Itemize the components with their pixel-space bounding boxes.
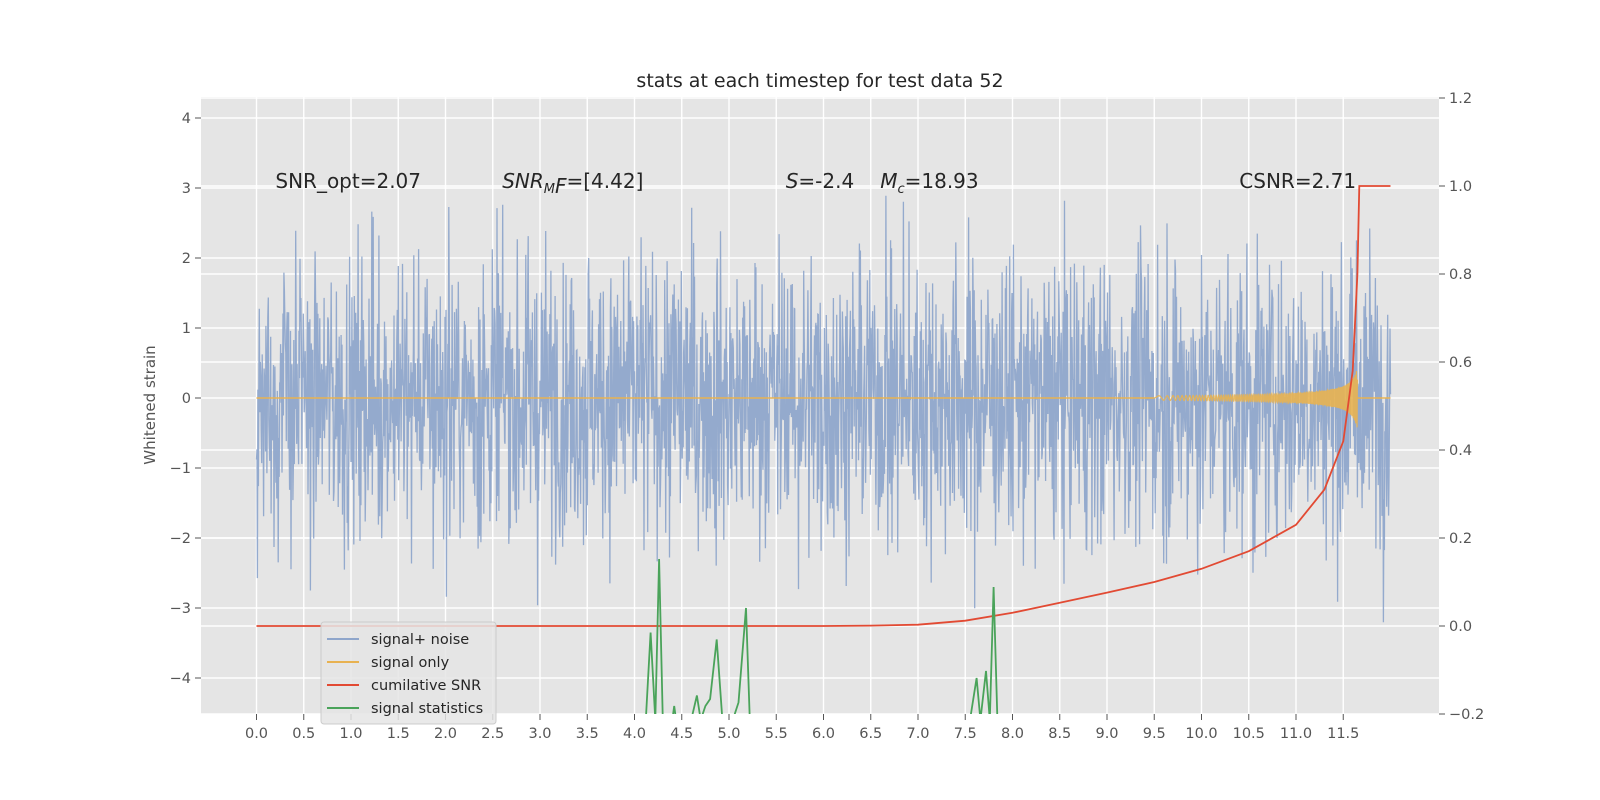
x-tick-label: 5.0 [717,726,740,742]
y2-tick-label: 0.8 [1449,267,1472,283]
series-cumulative-snr [256,185,1391,627]
y-tick-label: −2 [170,531,191,547]
x-tick-label: 11.0 [1280,726,1312,742]
x-tick-label: 7.0 [906,726,929,742]
x-tick-label: 10.5 [1233,726,1265,742]
series-layer [255,185,1392,714]
annotations: SNR_opt=2.07 SNRMF=[4.42] S=-2.4 Mc=18.93 CS… [275,169,1356,198]
x-tick-label: 8.0 [1001,726,1024,742]
series-signal-noise [255,195,1392,623]
y2-tick-label: 1.0 [1449,179,1472,195]
x-tick-label: 9.0 [1095,726,1118,742]
x-tick-label: 0.5 [292,726,315,742]
axes: 4 3 2 1 0 −1 −2 −3 −4 1.2 1.0 0.8 0.6 0.4 0.2 0.0 −0.2 0.… [170,91,1485,742]
y2-tick-label: 1.2 [1449,91,1472,107]
y-axis-label: Whitened strain [141,345,159,464]
x-tick-label: 4.0 [623,726,646,742]
legend-box [320,621,497,725]
x-tick-label: 8.5 [1048,726,1071,742]
x-tick-label: 10.0 [1185,726,1217,742]
annotation: Mc=18.93 [880,169,978,197]
x-tick-label: 6.5 [859,726,882,742]
chart-title: stats at each timestep for test data 52 [636,70,1003,92]
legend-label: signal only [371,655,450,671]
legend: signal+ noise signal only cumilative SNR si… [320,621,497,725]
x-tick-label: 1.0 [339,726,362,742]
x-tick-label: 3.5 [576,726,599,742]
y-tick-label: 0 [182,391,191,407]
legend-label: cumilative SNR [371,678,481,694]
series-signal-only [1154,371,1358,428]
annotation: CSNR=2.71 [1239,169,1356,193]
series-signal-statistics [733,607,751,714]
y-tick-label: 4 [182,111,191,127]
x-tick-label: 4.5 [670,726,693,742]
y2-tick-label: 0.0 [1449,619,1472,635]
y-tick-label: −1 [170,461,191,477]
series-signal-statistics [691,639,723,714]
x-tick-label: 9.5 [1143,726,1166,742]
x-tick-label: 5.5 [765,726,788,742]
y-tick-label: 1 [182,321,191,337]
x-tick-label: 6.0 [812,726,835,742]
y2-tick-label: 0.4 [1449,443,1472,459]
series-signal-statistics [672,705,677,714]
annotation: SNR_opt=2.07 [275,169,421,193]
x-tick-label: 3.0 [528,726,551,742]
y-tick-label: 3 [182,181,191,197]
legend-label: signal+ noise [371,632,469,648]
y-tick-label: −4 [170,671,191,687]
series-signal-statistics [645,558,664,714]
annotation: SNRMF=[4.42] [502,169,643,198]
x-tick-label: 7.5 [954,726,977,742]
x-tick-label: 1.5 [387,726,410,742]
y2-tick-label: 0.2 [1449,531,1472,547]
y2-tick-label: −0.2 [1449,707,1484,723]
y2-tick-label: 0.6 [1449,355,1472,371]
annotation: S=-2.4 [786,169,854,193]
x-tick-label: 0.0 [245,726,268,742]
x-tick-label: 2.5 [481,726,504,742]
legend-label: signal statistics [371,701,483,717]
y-tick-label: −3 [170,601,191,617]
x-tick-label: 11.5 [1327,726,1359,742]
series-signal-statistics [970,586,999,714]
y-tick-label: 2 [182,251,191,267]
x-tick-label: 2.0 [434,726,457,742]
